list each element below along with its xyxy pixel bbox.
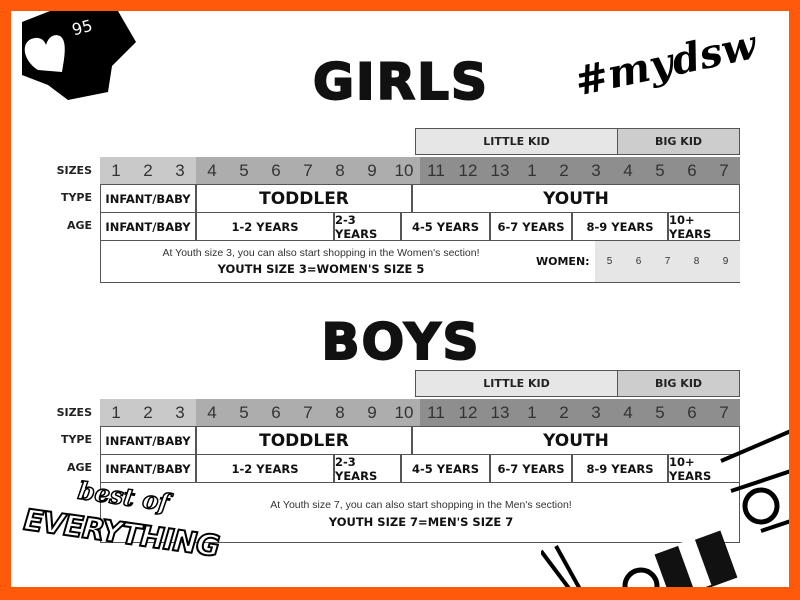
size-cell[interactable]: 7 xyxy=(708,157,740,184)
size-cell[interactable]: 6 xyxy=(676,157,708,184)
type-cell[interactable]: TODDLER xyxy=(196,184,412,213)
age-cell[interactable]: 8-9 YEARS xyxy=(572,212,668,241)
shopping-tip-text: At Youth size 7, you can also start shop… xyxy=(270,499,572,511)
type-cell[interactable]: INFANT/BABY xyxy=(100,426,196,455)
size-cell[interactable]: 9 xyxy=(356,157,388,184)
little-kid-header: LITTLE KID xyxy=(415,370,618,397)
size-cell[interactable]: 5 xyxy=(228,399,260,426)
age-cell[interactable]: INFANT/BABY xyxy=(100,454,196,483)
size-cell[interactable]: 3 xyxy=(164,399,196,426)
size-cell[interactable]: 12 xyxy=(452,157,484,184)
size-cell[interactable]: 4 xyxy=(612,157,644,184)
size-cell[interactable]: 5 xyxy=(644,399,676,426)
heart-icon xyxy=(24,35,65,72)
age-cell[interactable]: 4-5 YEARS xyxy=(401,212,490,241)
size-cell[interactable]: 1 xyxy=(516,399,548,426)
age-cell[interactable]: 4-5 YEARS xyxy=(401,454,490,483)
size-conversion-text: YOUTH SIZE 7=MEN'S SIZE 7 xyxy=(328,515,514,529)
size-cell[interactable]: 1 xyxy=(100,399,132,426)
women-size-cell[interactable]: 6 xyxy=(635,256,642,267)
size-cell[interactable]: 11 xyxy=(420,399,452,426)
age-cell[interactable]: 6-7 YEARS xyxy=(490,212,572,241)
size-cell[interactable]: 2 xyxy=(548,157,580,184)
type-label: TYPE xyxy=(60,191,92,204)
size-cell[interactable]: 4 xyxy=(612,399,644,426)
size-cell[interactable]: 10 xyxy=(388,157,420,184)
likes-badge[interactable]: 95 xyxy=(11,11,150,110)
women-size-cell[interactable]: 7 xyxy=(664,256,671,267)
women-size-cell[interactable]: 9 xyxy=(722,256,729,267)
age-cell[interactable]: 2-3 YEARS xyxy=(334,454,401,483)
type-cell[interactable]: YOUTH xyxy=(412,426,740,455)
size-cell[interactable]: 6 xyxy=(260,157,292,184)
size-cell[interactable]: 4 xyxy=(196,399,228,426)
size-cell[interactable]: 11 xyxy=(420,157,452,184)
size-conversion-text: YOUTH SIZE 3=WOMEN'S SIZE 5 xyxy=(217,262,425,276)
type-label: TYPE xyxy=(60,433,92,446)
little-kid-header: LITTLE KID xyxy=(415,128,618,155)
size-cell[interactable]: 3 xyxy=(580,157,612,184)
girls-title: GIRLS xyxy=(312,52,489,112)
size-chart-canvas: 95 #mydsw GIRLS LITTLE KID BIG KID SIZES TY… xyxy=(11,11,789,587)
size-cell[interactable]: 10 xyxy=(388,399,420,426)
size-cell[interactable]: 3 xyxy=(164,157,196,184)
size-cell[interactable]: 6 xyxy=(676,399,708,426)
size-cell[interactable]: 7 xyxy=(292,399,324,426)
boys-title: BOYS xyxy=(320,312,481,372)
women-size-cell[interactable]: 8 xyxy=(693,256,700,267)
type-cell[interactable]: YOUTH xyxy=(412,184,740,213)
size-cell[interactable]: 7 xyxy=(708,399,740,426)
size-cell[interactable]: 8 xyxy=(324,399,356,426)
size-cell[interactable]: 12 xyxy=(452,399,484,426)
size-cell[interactable]: 9 xyxy=(356,399,388,426)
logo-bottom-text: EVERYTHING xyxy=(18,502,224,564)
size-cell[interactable]: 4 xyxy=(196,157,228,184)
type-cell[interactable]: TODDLER xyxy=(196,426,412,455)
age-cell[interactable]: INFANT/BABY xyxy=(100,212,196,241)
size-cell[interactable]: 7 xyxy=(292,157,324,184)
conversion-note-box: At Youth size 7, you can also start shop… xyxy=(100,482,740,543)
size-cell[interactable]: 5 xyxy=(228,157,260,184)
type-cell[interactable]: INFANT/BABY xyxy=(100,184,196,213)
sizes-label: SIZES xyxy=(56,164,92,177)
size-cell[interactable]: 2 xyxy=(132,399,164,426)
age-cell[interactable]: 6-7 YEARS xyxy=(490,454,572,483)
size-cell[interactable]: 5 xyxy=(644,157,676,184)
women-sizes-row: 5 6 7 8 9 xyxy=(595,241,740,282)
size-cell[interactable]: 2 xyxy=(548,399,580,426)
size-cell[interactable]: 6 xyxy=(260,399,292,426)
cassette-tape-illustration xyxy=(541,429,789,587)
age-cell[interactable]: 1-2 YEARS xyxy=(196,212,334,241)
size-cell[interactable]: 3 xyxy=(580,399,612,426)
size-cell[interactable]: 13 xyxy=(484,399,516,426)
big-kid-header: BIG KID xyxy=(617,128,740,155)
age-cell[interactable]: 1-2 YEARS xyxy=(196,454,334,483)
size-cell[interactable]: 1 xyxy=(100,157,132,184)
women-size-cell[interactable]: 5 xyxy=(606,256,613,267)
age-cell[interactable]: 10+ YEARS xyxy=(668,212,740,241)
women-size-label: WOMEN: xyxy=(536,255,590,268)
size-cell[interactable]: 8 xyxy=(324,157,356,184)
badge-shape xyxy=(22,11,136,100)
shopping-tip-text: At Youth size 3, you can also start shop… xyxy=(162,247,480,259)
conversion-note-box: At Youth size 3, you can also start shop… xyxy=(100,240,740,283)
big-kid-header: BIG KID xyxy=(617,370,740,397)
size-cell[interactable]: 2 xyxy=(132,157,164,184)
sizes-label: SIZES xyxy=(56,406,92,419)
age-label: AGE xyxy=(66,219,92,232)
age-cell[interactable]: 2-3 YEARS xyxy=(334,212,401,241)
size-cell[interactable]: 1 xyxy=(516,157,548,184)
size-cell[interactable]: 13 xyxy=(484,157,516,184)
age-label: AGE xyxy=(66,461,92,474)
